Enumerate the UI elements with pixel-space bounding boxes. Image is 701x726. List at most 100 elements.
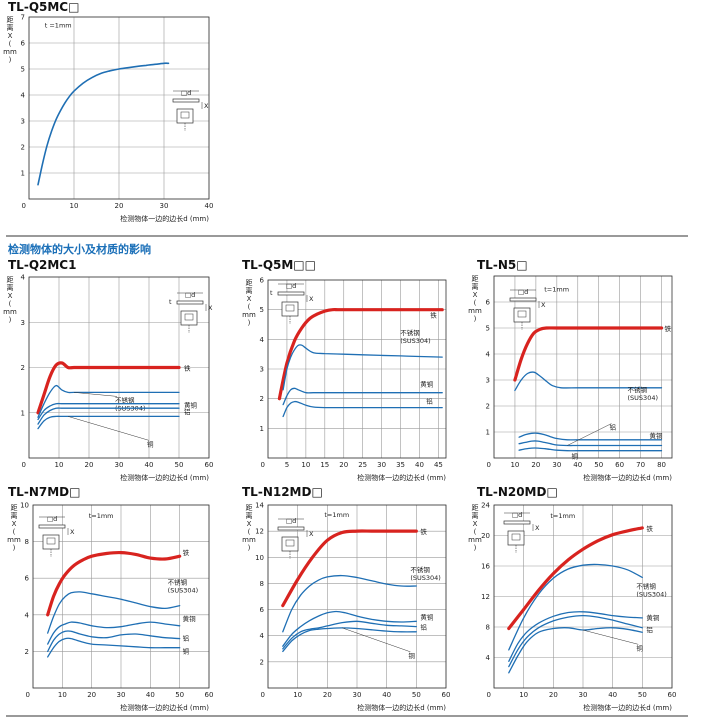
x-tick-label: 60 bbox=[668, 691, 677, 699]
y-axis-label-char: ) bbox=[13, 544, 16, 552]
series-line bbox=[37, 402, 180, 421]
y-tick-label: 10 bbox=[255, 554, 264, 562]
x-tick-label: 60 bbox=[205, 461, 214, 469]
series-line bbox=[37, 407, 180, 425]
x-tick-label: 30 bbox=[115, 461, 124, 469]
sensor-face bbox=[180, 111, 190, 119]
target-plate bbox=[277, 291, 305, 296]
label-leader-line bbox=[73, 392, 118, 397]
y-tick-label: 3 bbox=[486, 377, 490, 385]
series-label: 铝 bbox=[420, 623, 427, 632]
y-tick-label: 4 bbox=[486, 654, 491, 662]
series-line bbox=[282, 387, 443, 406]
series-line bbox=[37, 62, 170, 186]
series-label-line: 不锈钢 bbox=[410, 565, 430, 574]
x-tick-label: 30 bbox=[377, 461, 386, 469]
plot-frame bbox=[32, 504, 210, 689]
series-line bbox=[282, 400, 443, 418]
x-tick-label: 10 bbox=[301, 461, 310, 469]
y-tick-label: 5 bbox=[260, 306, 264, 314]
plot-annotation: t=1mm bbox=[89, 512, 114, 520]
y-axis-label-char: 离 bbox=[472, 282, 479, 291]
y-axis-label-char: 离 bbox=[246, 286, 253, 295]
x-tick-label: 20 bbox=[339, 461, 348, 469]
sensor-face bbox=[285, 304, 295, 312]
target-plate bbox=[172, 98, 200, 103]
series-label: 铜 bbox=[408, 651, 415, 660]
series-line bbox=[282, 627, 417, 653]
series-label-line: (SUS304) bbox=[400, 337, 431, 345]
x-tick-label: 40 bbox=[382, 691, 391, 699]
series-line bbox=[47, 591, 181, 634]
series-line bbox=[282, 344, 443, 391]
y-tick-label: 1 bbox=[21, 170, 25, 178]
x-tick-label: 60 bbox=[442, 691, 451, 699]
t-dimension-label: t bbox=[169, 298, 172, 306]
series-line bbox=[282, 620, 417, 650]
x-tick-label: 10 bbox=[58, 691, 67, 699]
sensor-diagram-icon: □d X bbox=[38, 515, 75, 557]
y-axis-label-char: mm bbox=[242, 311, 256, 319]
x-dimension-label: X bbox=[70, 528, 75, 536]
y-tick-label: 5 bbox=[21, 66, 25, 74]
y-axis-label-char: mm bbox=[3, 308, 17, 316]
plot-frame bbox=[28, 276, 210, 459]
x-axis-label: 检测物体一边的边长d (mm) bbox=[120, 703, 209, 712]
y-tick-label: 2 bbox=[260, 395, 264, 403]
series-label: 铁 bbox=[183, 548, 190, 557]
d-dimension-label: □d bbox=[286, 517, 296, 525]
series-line bbox=[36, 361, 181, 415]
series-label: 铁 bbox=[184, 364, 191, 373]
series-line bbox=[46, 550, 182, 617]
x-tick-label: 80 bbox=[657, 461, 666, 469]
d-dimension-label: □d bbox=[47, 515, 57, 523]
t-dimension-label: t bbox=[270, 289, 273, 297]
label-leader-line bbox=[67, 416, 150, 441]
y-tick-label: 4 bbox=[260, 336, 265, 344]
series-label: 黄铜 bbox=[420, 380, 434, 389]
y-axis-label-char: 离 bbox=[246, 511, 253, 520]
x-tick-label: 50 bbox=[175, 691, 184, 699]
y-axis-label-char: 离 bbox=[7, 283, 14, 292]
chart-title: TL-N12MD□ bbox=[242, 485, 323, 499]
chart-title: TL-Q5M□□ bbox=[242, 258, 316, 272]
y-axis-label-char: 距 bbox=[246, 279, 253, 287]
series-label: 不锈钢(SUS304) bbox=[410, 565, 441, 582]
y-axis-label-char: X bbox=[12, 520, 17, 528]
x-tick-label: 30 bbox=[117, 691, 126, 699]
label-leader-line bbox=[342, 627, 411, 653]
series-label: 铝 bbox=[184, 407, 191, 416]
series-label: 铝 bbox=[183, 634, 190, 643]
series-label-line: 不锈钢 bbox=[168, 578, 188, 587]
x-tick-label: 10 bbox=[510, 461, 519, 469]
series-label-line: (SUS304) bbox=[628, 394, 659, 402]
x-dimension-label: X bbox=[541, 301, 546, 309]
y-tick-label: 2 bbox=[25, 648, 29, 656]
x-dimension-label: X bbox=[309, 295, 314, 303]
series-line bbox=[37, 384, 180, 418]
y-axis-label-char: ( bbox=[248, 528, 251, 536]
y-tick-label: 12 bbox=[255, 528, 264, 536]
y-axis-label-char: ) bbox=[248, 544, 251, 552]
x-tick-label: 45 bbox=[434, 461, 443, 469]
y-tick-label: 4 bbox=[21, 274, 26, 282]
x-dimension-label: X bbox=[535, 524, 540, 532]
d-dimension-label: □d bbox=[185, 291, 195, 299]
y-tick-label: 10 bbox=[20, 502, 29, 510]
y-tick-label: 5 bbox=[486, 325, 490, 333]
series-label: 黄铜 bbox=[420, 612, 434, 621]
series-label: 铁 bbox=[420, 527, 427, 536]
y-axis-label-char: ) bbox=[9, 316, 12, 324]
series-label: 铝 bbox=[646, 625, 653, 634]
y-tick-label: 8 bbox=[25, 538, 29, 546]
x-tick-label: 10 bbox=[293, 691, 302, 699]
series-line bbox=[514, 371, 663, 392]
y-tick-label: 3 bbox=[260, 366, 264, 374]
y-axis-label-char: ) bbox=[474, 315, 477, 323]
label-leader-line bbox=[567, 423, 612, 446]
y-tick-label: 3 bbox=[21, 118, 25, 126]
plot-frame bbox=[493, 504, 673, 689]
series-line bbox=[508, 614, 643, 668]
sensor-body bbox=[507, 530, 525, 546]
y-axis-label-char: X bbox=[247, 295, 252, 303]
